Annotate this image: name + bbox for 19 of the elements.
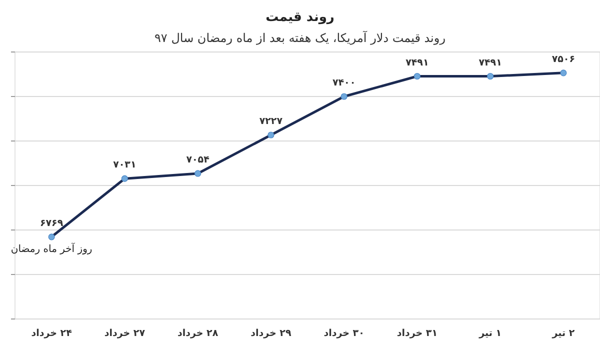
- x-tick-label: ۲۴ خرداد: [31, 328, 72, 339]
- x-tick-label: ۲۸ خرداد: [177, 328, 218, 339]
- x-tick-label: ۲۹ خرداد: [250, 328, 292, 339]
- data-label: ۷۲۲۷: [259, 116, 283, 127]
- chart-title: روند قیمت: [266, 10, 334, 25]
- x-tick-label: ۲۷ خرداد: [104, 328, 146, 339]
- data-label: ۷۵۰۶: [552, 54, 576, 65]
- x-tick-label: ۲ تیر: [551, 328, 575, 339]
- annotation: روز آخر ماه رمضان: [10, 242, 92, 255]
- x-tick-label: ۳۱ خرداد: [396, 328, 438, 339]
- x-tick-label: ۳۰ خرداد: [324, 328, 364, 339]
- data-label: ۷۰۳۱: [113, 160, 136, 171]
- data-label: ۷۴۹۱: [406, 57, 429, 68]
- data-label: ۷۴۹۱: [478, 57, 502, 68]
- chart-subtitle: روند قیمت دلار آمریکا، یک هفته بعد از ماه رمضان سال ۹۷: [154, 30, 446, 45]
- data-label: ۷۰۵۴: [186, 154, 210, 166]
- x-tick-label: ۱ تیر: [478, 328, 502, 339]
- data-label: ۶۷۶۹: [40, 218, 64, 229]
- data-label: ۷۴۰۰: [332, 78, 356, 88]
